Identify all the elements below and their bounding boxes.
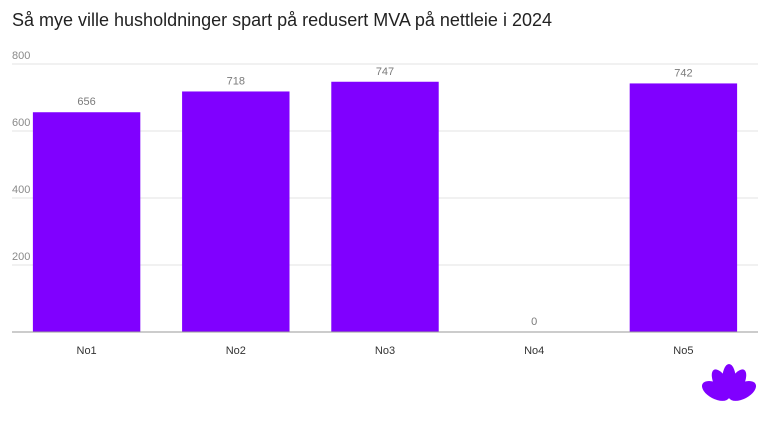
value-label-no4: 0 (531, 316, 537, 328)
y-tick-label-600: 600 (12, 117, 30, 129)
chart-title: Så mye ville husholdninger spart på redu… (12, 10, 552, 30)
value-label-no3: 747 (376, 66, 394, 78)
value-labels: 656 718 747 0 742 (77, 66, 692, 328)
x-tick-label-no2: No2 (226, 345, 246, 357)
logo-petal-right (728, 380, 757, 401)
value-label-no1: 656 (77, 96, 95, 108)
bar-no3 (331, 81, 439, 332)
y-tick-label-200: 200 (12, 251, 30, 263)
x-tick-label-no1: No1 (77, 345, 97, 357)
y-tick-label-800: 800 (12, 50, 30, 62)
bar-no2 (182, 91, 290, 332)
y-axis-ticks: 200 400 600 800 (12, 50, 30, 263)
value-label-no5: 742 (674, 67, 692, 79)
x-tick-label-no4: No4 (524, 345, 544, 357)
y-tick-label-400: 400 (12, 184, 30, 196)
bar-no5 (629, 83, 738, 333)
x-axis-labels: No1 No2 No3 No4 No5 (77, 345, 694, 357)
x-tick-label-no5: No5 (673, 345, 693, 357)
bar-no1 (32, 112, 141, 333)
petal-logo-icon (701, 364, 757, 401)
value-label-no2: 718 (227, 75, 245, 87)
x-tick-label-no3: No3 (375, 345, 395, 357)
bars (32, 81, 738, 333)
